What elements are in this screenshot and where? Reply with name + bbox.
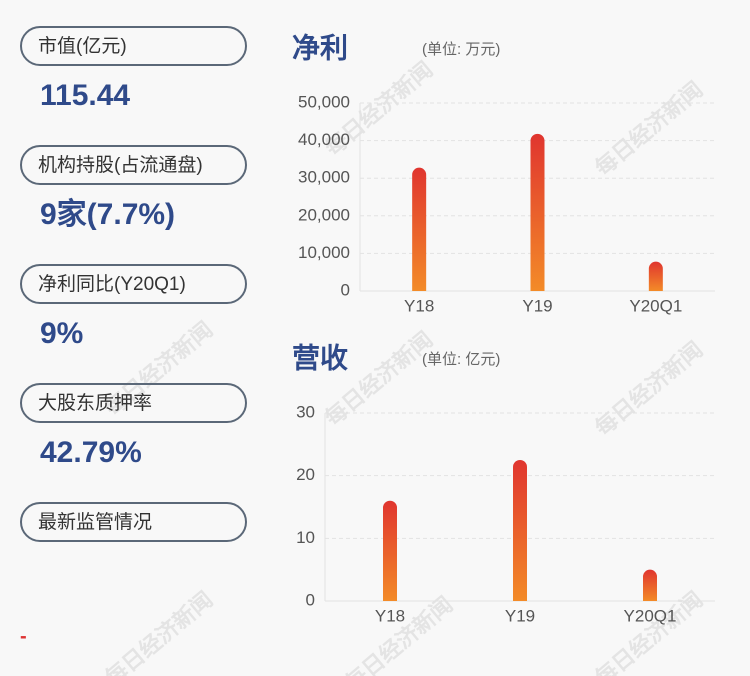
x-tick-label: Y18 — [375, 606, 405, 625]
y-tick-label: 40,000 — [298, 130, 350, 149]
stat-box — [20, 383, 247, 423]
bar — [643, 569, 657, 601]
y-tick-label: 0 — [341, 280, 350, 299]
x-tick-label: Y19 — [505, 606, 535, 625]
watermark: 每日经济新闻 — [100, 587, 217, 676]
stat-value: 42.79% — [40, 436, 142, 469]
stat-label: 大股东质押率 — [38, 392, 152, 414]
bar — [383, 500, 397, 601]
x-tick-label: Y20Q1 — [629, 296, 682, 315]
stat-label: 最新监管情况 — [38, 511, 152, 533]
stat-box — [20, 502, 247, 542]
x-tick-label: Y18 — [404, 296, 434, 315]
stat-value: 9% — [40, 317, 83, 350]
y-tick-label: 30,000 — [298, 168, 350, 187]
bar — [530, 133, 545, 291]
x-tick-label: Y20Q1 — [624, 606, 677, 625]
stat-label: 机构持股(占流通盘) — [38, 154, 203, 176]
stat-box — [20, 264, 247, 304]
y-tick-label: 10 — [296, 528, 315, 547]
y-tick-label: 10,000 — [298, 243, 350, 262]
y-tick-label: 30 — [296, 402, 315, 421]
y-tick-label: 20,000 — [298, 205, 350, 224]
stat-label: 净利同比(Y20Q1) — [38, 273, 186, 295]
watermark: 每日经济新闻 — [590, 337, 707, 441]
stat-box — [20, 145, 247, 185]
y-tick-label: 50,000 — [298, 92, 350, 111]
watermark: 每日经济新闻 — [590, 77, 707, 181]
chart-subtitle: (单位: 万元) — [422, 41, 500, 58]
stat-label: 市值(亿元) — [38, 35, 127, 57]
stat-box — [20, 26, 247, 66]
stat-value: 9家(7.7%) — [40, 198, 175, 231]
chart-subtitle: (单位: 亿元) — [422, 351, 500, 368]
y-tick-label: 0 — [306, 590, 315, 609]
watermark: 每日经济新闻 — [340, 592, 457, 676]
bar — [513, 460, 527, 601]
chart-title: 营收 — [292, 342, 348, 373]
footer-mark: - — [20, 625, 27, 647]
bar — [412, 167, 427, 291]
stat-value: 115.44 — [40, 79, 130, 112]
x-tick-label: Y19 — [522, 296, 552, 315]
y-tick-label: 20 — [296, 465, 315, 484]
chart-title: 净利 — [292, 32, 348, 63]
bar — [648, 261, 663, 291]
